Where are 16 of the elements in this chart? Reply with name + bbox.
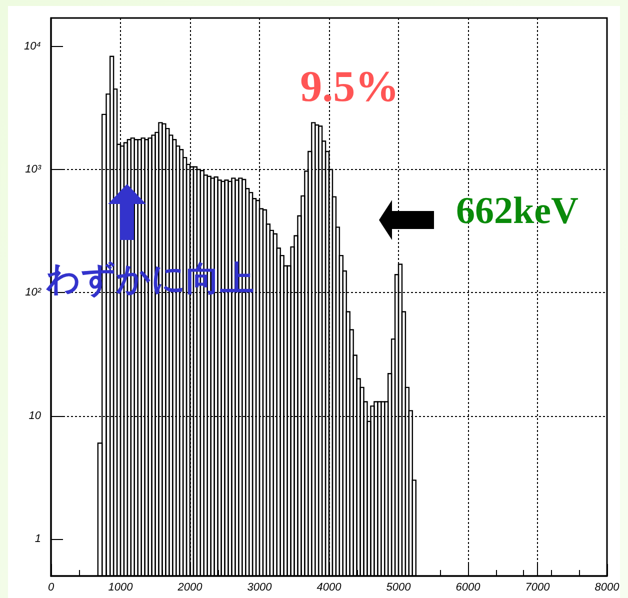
- x-tick-label: 1000: [108, 582, 134, 594]
- x-tick-label: 2000: [176, 582, 204, 594]
- x-tick-label: 8000: [594, 582, 620, 594]
- x-tick-label: 3000: [247, 582, 273, 594]
- y-tick-label: 1: [34, 532, 41, 545]
- y-tick-label: 10⁴: [24, 40, 42, 52]
- y-tick-label: 10²: [25, 286, 42, 299]
- annotation: 9.5%: [300, 62, 400, 112]
- x-tick-label: 4000: [316, 582, 342, 594]
- x-tick-label: 5000: [386, 582, 412, 594]
- y-tick-label: 10³: [25, 164, 42, 176]
- x-tick-label: 7000: [525, 582, 551, 594]
- x-tick-label: 6000: [456, 582, 482, 594]
- annotation: 662keV: [456, 190, 579, 232]
- x-tick-label: 0: [48, 582, 55, 594]
- y-tick-label: 10: [28, 410, 42, 422]
